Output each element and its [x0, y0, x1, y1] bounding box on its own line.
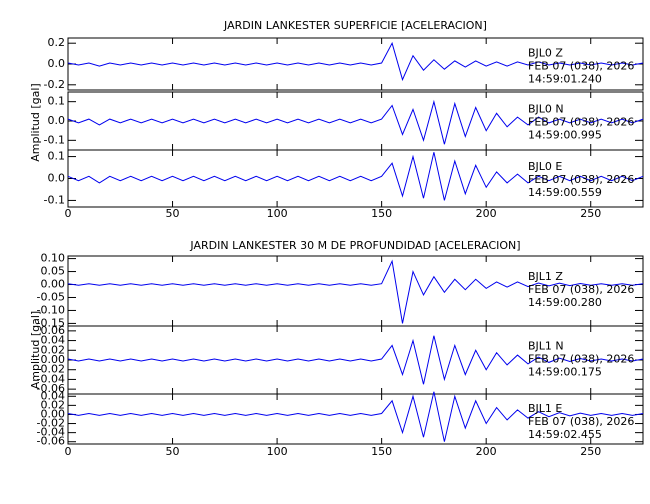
- date-label: FEB 07 (038), 2026: [528, 115, 634, 128]
- x-tick-label: 100: [267, 445, 288, 458]
- y-tick-label: 0.2: [48, 36, 66, 49]
- x-tick-label: 150: [371, 207, 392, 220]
- y-tick-label: -0.02: [37, 363, 65, 376]
- y-tick-label: 0.02: [41, 398, 66, 411]
- y-tick-label: 0.1: [48, 150, 66, 163]
- time-label: 14:59:00.995: [528, 128, 602, 141]
- x-tick-label: 50: [166, 207, 180, 220]
- station-label: BJL1 Z: [528, 270, 563, 283]
- y-tick-label: 0.04: [41, 334, 66, 347]
- x-tick-label: 100: [267, 207, 288, 220]
- time-label: 14:59:00.175: [528, 365, 602, 378]
- station-label: BJL0 Z: [528, 47, 563, 60]
- y-tick-label: 0.0: [48, 172, 66, 185]
- y-tick-label: -0.02: [37, 417, 65, 430]
- x-tick-label: 200: [476, 207, 497, 220]
- y-tick-label: 0.00: [41, 353, 66, 366]
- waveform: [67, 99, 644, 145]
- y-tick-label: -0.15: [37, 316, 65, 329]
- y-tick-label: 0.00: [41, 407, 66, 420]
- time-label: 14:59:00.280: [528, 296, 602, 309]
- y-tick-label: 0.1: [48, 95, 66, 108]
- y-tick-label: 0.0: [48, 57, 66, 70]
- y-tick-label: -0.06: [37, 435, 65, 448]
- date-label: FEB 07 (038), 2026: [528, 173, 634, 186]
- x-tick-label: 250: [580, 445, 601, 458]
- y-tick-label: 0.00: [41, 278, 66, 291]
- y-tick-label: -0.1: [44, 193, 65, 206]
- y-axis-label: Amplitud [gal]: [29, 83, 42, 161]
- y-tick-label: 0.0: [48, 114, 66, 127]
- station-label: BJL0 N: [528, 102, 564, 115]
- time-label: 14:59:00.559: [528, 186, 602, 199]
- x-tick-label: 250: [580, 207, 601, 220]
- y-tick-label: 0.04: [41, 389, 66, 402]
- time-label: 14:59:01.240: [528, 73, 602, 86]
- waveform: [67, 391, 644, 442]
- y-axis-label: Amplitud [gal]: [29, 311, 42, 389]
- x-tick-label: 0: [65, 445, 72, 458]
- panel-frame: [67, 393, 644, 445]
- y-tick-label: 0.06: [41, 324, 66, 337]
- x-tick-label: 150: [371, 445, 392, 458]
- y-tick-label: -0.10: [37, 303, 65, 316]
- x-tick-label: 50: [166, 445, 180, 458]
- time-label: 14:59:02.455: [528, 428, 602, 441]
- chart-title: JARDIN LANKESTER 30 M DE PROFUNDIDAD [AC…: [189, 239, 520, 252]
- date-label: FEB 07 (038), 2026: [528, 60, 634, 73]
- y-tick-label: -0.04: [37, 372, 65, 385]
- station-label: BJL1 E: [528, 402, 562, 415]
- date-label: FEB 07 (038), 2026: [528, 352, 634, 365]
- y-tick-label: 0.02: [41, 343, 66, 356]
- waveform: [67, 152, 644, 201]
- y-tick-label: -0.06: [37, 382, 65, 395]
- chart-title: JARDIN LANKESTER SUPERFICIE [ACELERACION…: [223, 19, 487, 32]
- waveform: [67, 335, 644, 385]
- y-tick-label: 0.05: [41, 265, 66, 278]
- y-tick-label: -0.05: [37, 290, 65, 303]
- y-tick-label: -0.1: [44, 133, 65, 146]
- date-label: FEB 07 (038), 2026: [528, 283, 634, 296]
- date-label: FEB 07 (038), 2026: [528, 415, 634, 428]
- x-tick-label: 200: [476, 445, 497, 458]
- waveform: [67, 259, 644, 324]
- station-label: BJL0 E: [528, 160, 562, 173]
- y-tick-label: -0.04: [37, 426, 65, 439]
- waveform: [67, 41, 644, 82]
- y-tick-label: -0.2: [44, 78, 65, 91]
- x-tick-label: 0: [65, 207, 72, 220]
- station-label: BJL1 N: [528, 339, 564, 352]
- y-tick-label: 0.10: [41, 252, 66, 265]
